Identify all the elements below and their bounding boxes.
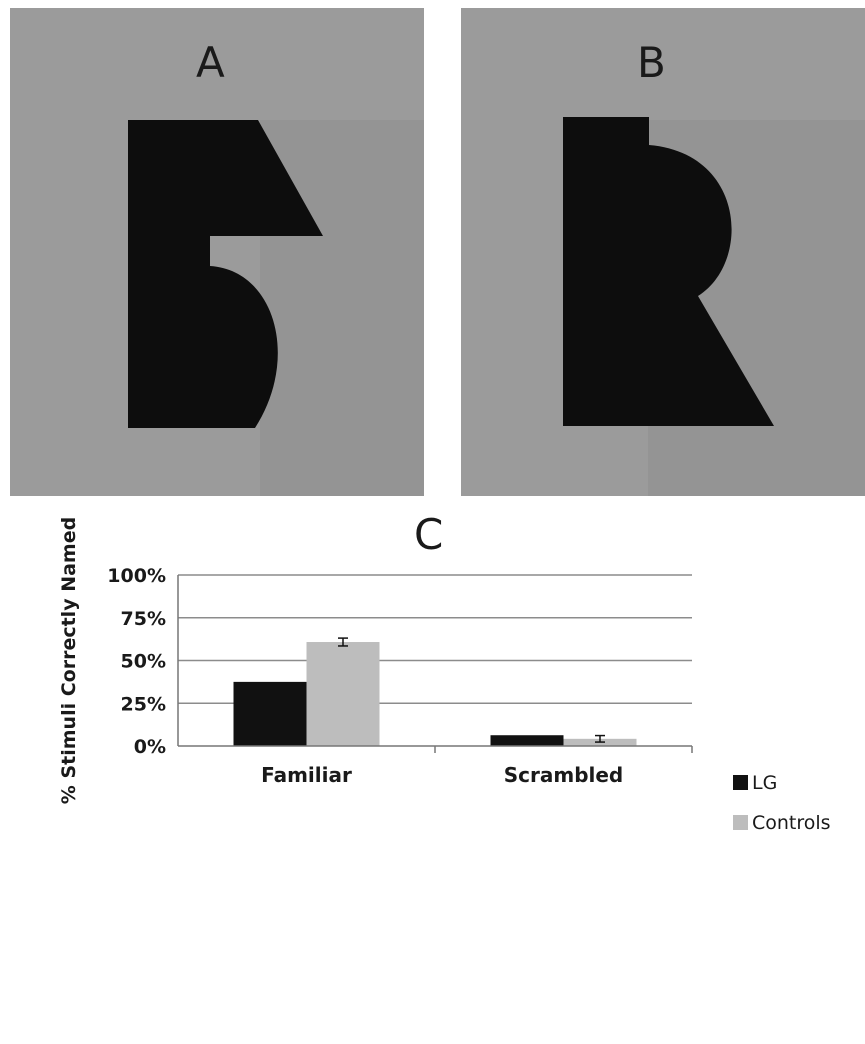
y-tick-label: 100% xyxy=(107,565,166,587)
panel-label-b: B xyxy=(637,38,666,87)
legend-label: Controls xyxy=(752,812,831,834)
x-category-label: Scrambled xyxy=(504,763,624,787)
y-tick-label: 50% xyxy=(121,651,166,673)
legend-swatch xyxy=(733,815,748,830)
familiar-shape xyxy=(128,120,323,428)
bar xyxy=(233,681,307,746)
stimulus-panel-b: B xyxy=(461,8,865,496)
bar xyxy=(490,735,564,746)
bar xyxy=(306,642,380,746)
x-category-label: Familiar xyxy=(261,763,352,787)
stimulus-panel-a: A xyxy=(10,8,424,496)
y-axis-title: % Stimuli Correctly Named xyxy=(58,517,80,804)
scrambled-shape xyxy=(563,117,774,426)
y-tick-label: 25% xyxy=(121,693,166,715)
panel-label-a: A xyxy=(196,38,225,87)
panel-label-c: C xyxy=(414,510,444,559)
y-tick-label: 75% xyxy=(121,608,166,630)
y-tick-label: 0% xyxy=(134,736,166,758)
legend-swatch xyxy=(733,775,748,790)
legend-label: LG xyxy=(752,772,777,794)
